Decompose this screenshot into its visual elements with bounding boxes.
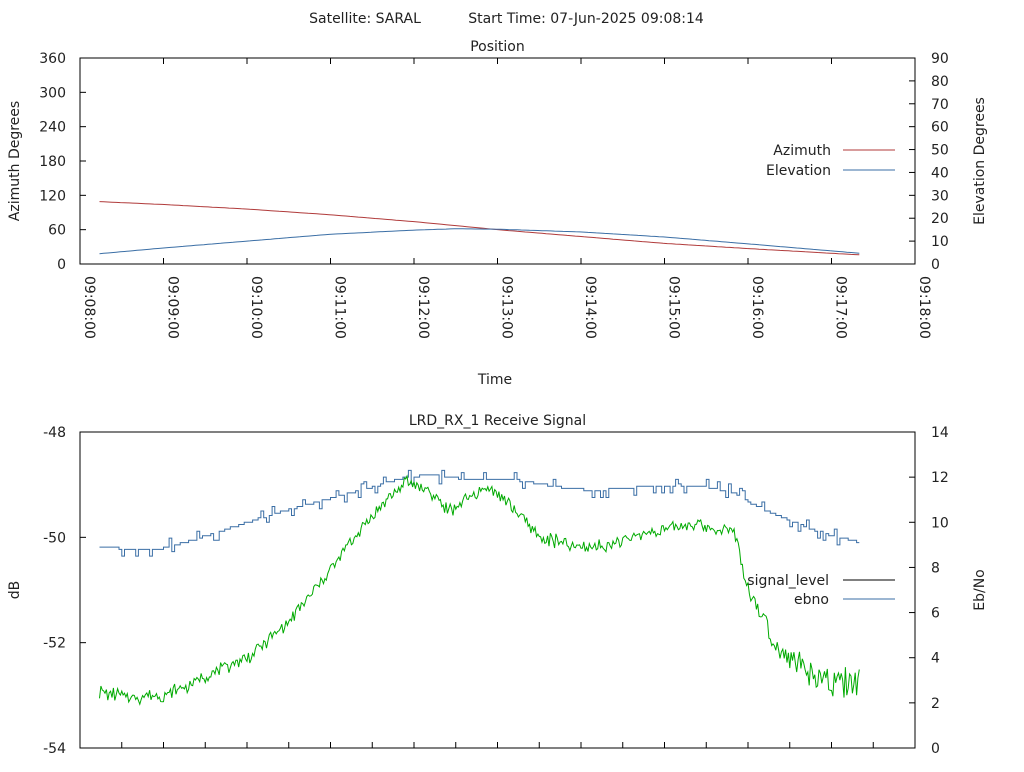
plot-title: Position bbox=[470, 39, 525, 55]
y2-tick-label: 60 bbox=[931, 120, 949, 136]
y2-axis-title: Eb/No bbox=[972, 569, 988, 611]
y2-tick-label: 0 bbox=[931, 741, 940, 757]
x-tick-label: 09:14:00 bbox=[582, 276, 598, 339]
x-tick-label: 09:15:00 bbox=[666, 276, 682, 339]
y2-tick-label: 20 bbox=[931, 211, 949, 227]
x-tick-label: 09:18:00 bbox=[916, 276, 932, 339]
y-tick-label: 0 bbox=[57, 257, 66, 273]
position-plot: Position 0 60 120 180 240 300 360 0 10 20 30 40 50 60 7… bbox=[7, 39, 988, 388]
receive-signal-plot: LRD_RX_1 Receive Signal -48 -50 -52 -54 0 2 4 6 8… bbox=[7, 413, 988, 757]
plot-title: LRD_RX_1 Receive Signal bbox=[409, 413, 586, 429]
y-tick-label: 300 bbox=[39, 85, 66, 101]
y2-tick-label: 90 bbox=[931, 51, 949, 67]
y2-tick-label: 10 bbox=[931, 234, 949, 250]
header-start-time: Start Time: 07-Jun-2025 09:08:14 bbox=[468, 11, 704, 27]
y-tick-label: 180 bbox=[39, 154, 66, 170]
x-tick-label: 09:12:00 bbox=[415, 276, 431, 339]
x-tick-label: 09:10:00 bbox=[248, 276, 264, 339]
series-line-ebno bbox=[99, 469, 860, 557]
y-tick-label: -54 bbox=[43, 741, 66, 757]
y2-tick-label: 30 bbox=[931, 188, 949, 204]
legend-label-signal-level: signal_level bbox=[747, 573, 829, 589]
y-tick-label: 360 bbox=[39, 51, 66, 67]
legend-label-elevation: Elevation bbox=[766, 163, 831, 179]
legend-label-azimuth: Azimuth bbox=[773, 143, 831, 159]
y-tick-label: -50 bbox=[43, 530, 66, 546]
y2-tick-label: 2 bbox=[931, 696, 940, 712]
legend-label-ebno: ebno bbox=[794, 592, 829, 608]
y2-tick-label: 80 bbox=[931, 74, 949, 90]
x-tick-label: 09:16:00 bbox=[749, 276, 765, 339]
x-tick-label: 09:08:00 bbox=[81, 276, 97, 339]
y-tick-label: -48 bbox=[43, 425, 66, 441]
y-axis-title: dB bbox=[7, 581, 23, 600]
header-satellite: Satellite: SARAL bbox=[309, 11, 421, 27]
y2-tick-label: 10 bbox=[931, 515, 949, 531]
y2-axis-title: Elevation Degrees bbox=[972, 97, 988, 225]
y2-tick-label: 4 bbox=[931, 651, 940, 667]
y2-tick-label: 6 bbox=[931, 606, 940, 622]
series-line-azimuth bbox=[99, 201, 860, 256]
series-line-signal-level bbox=[99, 474, 860, 706]
y2-tick-label: 14 bbox=[931, 425, 949, 441]
plot-frame bbox=[79, 57, 916, 265]
x-tick-label: 09:13:00 bbox=[499, 276, 515, 339]
x-tick-label: 09:09:00 bbox=[165, 276, 181, 339]
y2-tick-label: 40 bbox=[931, 165, 949, 181]
series-line-elevation bbox=[99, 228, 860, 255]
y2-tick-label: 12 bbox=[931, 470, 949, 486]
y2-tick-label: 0 bbox=[931, 257, 940, 273]
x-tick-label: 09:17:00 bbox=[833, 276, 849, 339]
y-tick-label: 120 bbox=[39, 188, 66, 204]
y-tick-label: 60 bbox=[48, 223, 66, 239]
y-tick-label: 240 bbox=[39, 120, 66, 136]
x-tick-label: 09:11:00 bbox=[332, 276, 348, 339]
y2-tick-label: 50 bbox=[931, 143, 949, 159]
y-tick-label: -52 bbox=[43, 636, 66, 652]
y-axis-title: Azimuth Degrees bbox=[7, 101, 23, 221]
y2-tick-label: 70 bbox=[931, 97, 949, 113]
y2-tick-label: 8 bbox=[931, 560, 940, 576]
x-axis-title: Time bbox=[477, 372, 512, 388]
